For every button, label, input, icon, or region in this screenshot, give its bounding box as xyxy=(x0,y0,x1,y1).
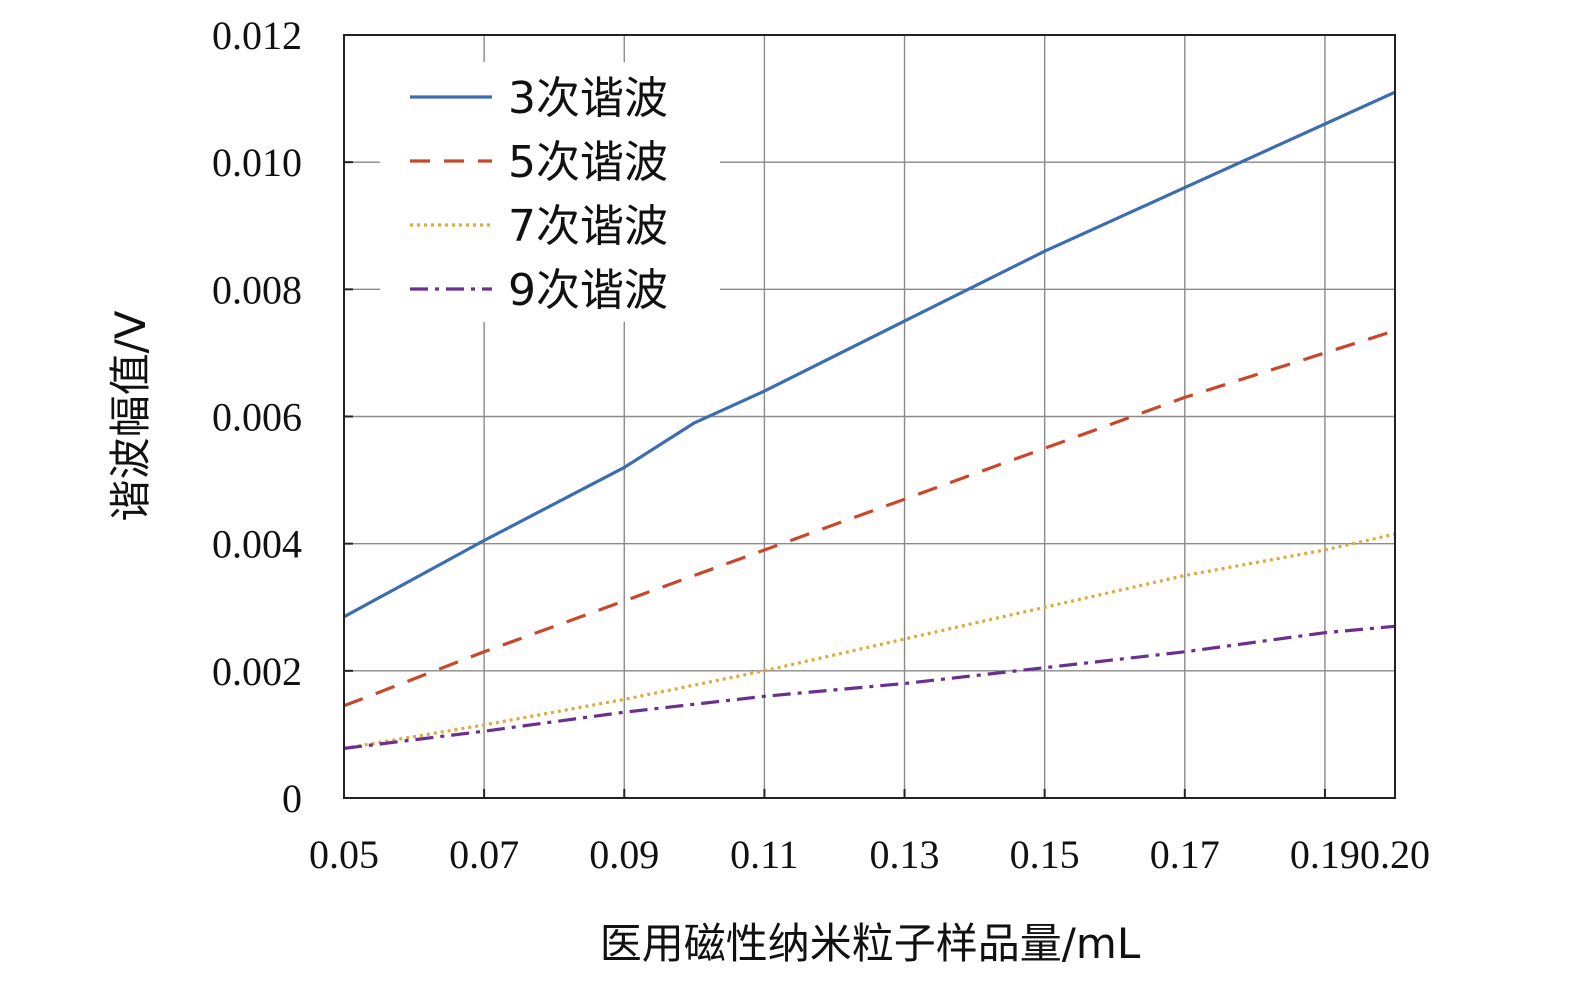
x-tick-label: 0.09 xyxy=(589,832,659,877)
x-tick-label: 0.20 xyxy=(1360,832,1430,877)
y-tick-label: 0.010 xyxy=(212,140,302,185)
series-line-3 xyxy=(343,532,1396,750)
x-tick-label: 0.19 xyxy=(1290,832,1360,877)
x-tick-label: 0.11 xyxy=(730,832,799,877)
y-tick-label: 0 xyxy=(282,776,302,821)
legend-label-4: 9次谐波 xyxy=(508,265,668,316)
series-line-2 xyxy=(343,329,1396,708)
legend-label-3: 7次谐波 xyxy=(508,201,668,252)
x-tick-label: 0.07 xyxy=(449,832,519,877)
y-tick-label: 0.004 xyxy=(212,522,302,567)
x-tick-label: 0.15 xyxy=(1010,832,1080,877)
y-tick-label: 0.006 xyxy=(212,395,302,440)
x-axis-title: 医用磁性纳米粒子样品量/mL xyxy=(600,919,1141,968)
x-tick-label: 0.13 xyxy=(870,832,940,877)
ticks: 0.05 0.07 0.09 0.11 0.13 0.15 0.17 0.19 0.20 0 0.0… xyxy=(212,13,1430,877)
legend-label-1: 3次谐波 xyxy=(508,73,668,124)
series-line-4 xyxy=(343,624,1396,750)
legend-background xyxy=(380,62,720,322)
y-tick-label: 0.008 xyxy=(212,267,302,312)
y-tick-label: 0.002 xyxy=(212,649,302,694)
x-tick-label: 0.17 xyxy=(1150,832,1220,877)
x-tick-label: 0.05 xyxy=(309,832,379,877)
series-line-1 xyxy=(343,90,1396,619)
legend: 3次谐波 5次谐波 7次谐波 9次谐波 xyxy=(380,62,720,322)
y-axis-title: 谐波幅值/V xyxy=(106,310,155,521)
y-tick-label: 0.012 xyxy=(212,13,302,58)
series-group xyxy=(343,90,1396,750)
legend-label-2: 5次谐波 xyxy=(508,137,668,188)
